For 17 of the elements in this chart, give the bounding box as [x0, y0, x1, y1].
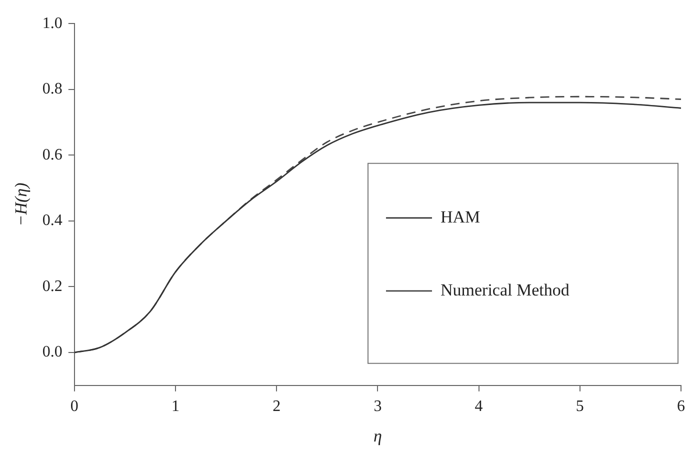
y-tick-label: 0.2: [42, 278, 62, 295]
x-tick-label: 1: [172, 398, 180, 416]
x-tick-label: 0: [70, 398, 78, 416]
y-tick-label: 1.0: [42, 14, 62, 32]
y-tick-label: 0.6: [42, 146, 62, 164]
x-tick-label: 2: [272, 398, 281, 416]
y-tick-label: 0.4: [42, 212, 62, 230]
y-tick-label: 0.0: [42, 344, 62, 361]
legend-label: Numerical Method: [440, 280, 570, 300]
y-tick-label: 0.8: [42, 80, 62, 98]
x-axis-title: η: [373, 426, 382, 446]
x-tick-label: 5: [576, 398, 584, 416]
legend-label: HAM: [440, 207, 480, 226]
y-axis-title: −H(η): [12, 182, 31, 226]
x-tick-label: 4: [474, 398, 483, 416]
x-tick-label: 6: [677, 398, 685, 416]
x-tick-label: 3: [374, 398, 382, 416]
